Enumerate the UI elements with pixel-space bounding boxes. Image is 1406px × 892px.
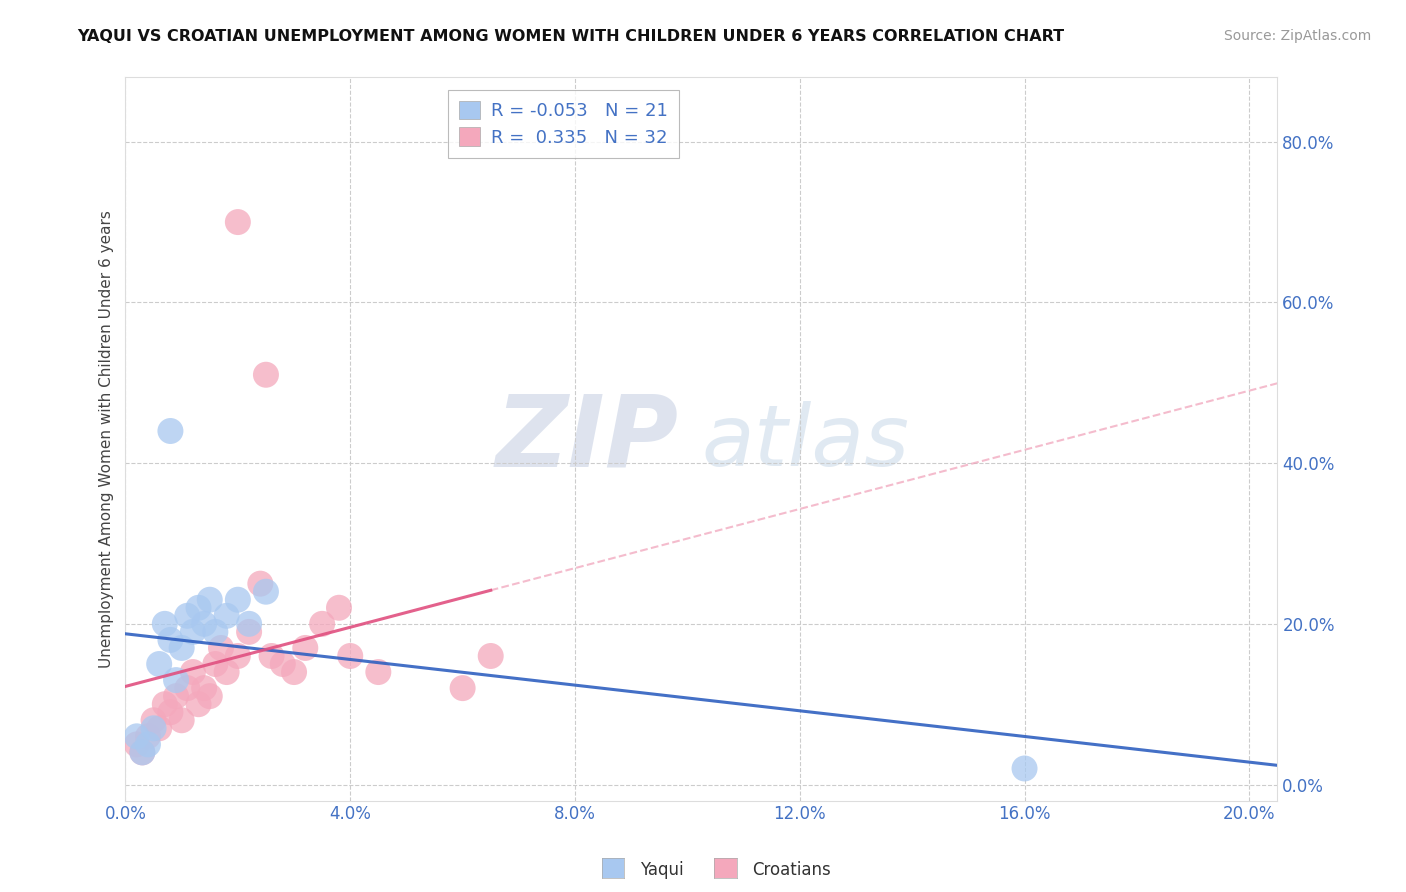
Point: [367, 665, 389, 679]
Point: [260, 648, 283, 663]
Text: Croatians: Croatians: [752, 861, 831, 879]
Point: [142, 713, 165, 727]
Legend: R = -0.053   N = 21, R =  0.335   N = 32: R = -0.053 N = 21, R = 0.335 N = 32: [447, 90, 679, 158]
Point: [159, 424, 181, 438]
Point: [249, 576, 271, 591]
Point: [187, 600, 209, 615]
Point: [479, 648, 502, 663]
Point: [170, 713, 193, 727]
Point: [294, 640, 316, 655]
Point: [1014, 762, 1036, 776]
Point: [176, 681, 198, 695]
Point: [165, 673, 187, 687]
Point: [165, 689, 187, 703]
Text: atlas: atlas: [702, 401, 910, 484]
Point: [159, 632, 181, 647]
Point: [170, 640, 193, 655]
Point: [131, 746, 153, 760]
Y-axis label: Unemployment Among Women with Children Under 6 years: Unemployment Among Women with Children U…: [100, 211, 114, 668]
Point: [125, 737, 148, 751]
Point: [193, 681, 215, 695]
Point: [193, 616, 215, 631]
Point: [136, 729, 159, 743]
Point: [238, 624, 260, 639]
Point: [451, 681, 474, 695]
Text: Source: ZipAtlas.com: Source: ZipAtlas.com: [1223, 29, 1371, 43]
Point: [226, 215, 249, 229]
Point: [198, 592, 221, 607]
Point: [215, 608, 238, 623]
Point: [148, 721, 170, 735]
Point: [181, 624, 204, 639]
Point: [176, 608, 198, 623]
Point: [204, 624, 226, 639]
Point: [209, 640, 232, 655]
Point: [136, 737, 159, 751]
Point: [148, 657, 170, 671]
Point: [125, 729, 148, 743]
Point: [254, 368, 277, 382]
Point: [153, 697, 176, 711]
Point: [198, 689, 221, 703]
Point: [215, 665, 238, 679]
Point: [254, 584, 277, 599]
Point: [187, 697, 209, 711]
Point: [142, 721, 165, 735]
Text: ZIP: ZIP: [495, 391, 679, 488]
Point: [181, 665, 204, 679]
Point: [159, 705, 181, 719]
Point: [339, 648, 361, 663]
Point: [283, 665, 305, 679]
Point: [271, 657, 294, 671]
Point: [311, 616, 333, 631]
Text: Yaqui: Yaqui: [640, 861, 683, 879]
Point: [153, 616, 176, 631]
Point: [204, 657, 226, 671]
Point: [226, 648, 249, 663]
Point: [131, 746, 153, 760]
Point: [328, 600, 350, 615]
Point: [226, 592, 249, 607]
Point: [238, 616, 260, 631]
Text: YAQUI VS CROATIAN UNEMPLOYMENT AMONG WOMEN WITH CHILDREN UNDER 6 YEARS CORRELATI: YAQUI VS CROATIAN UNEMPLOYMENT AMONG WOM…: [77, 29, 1064, 44]
